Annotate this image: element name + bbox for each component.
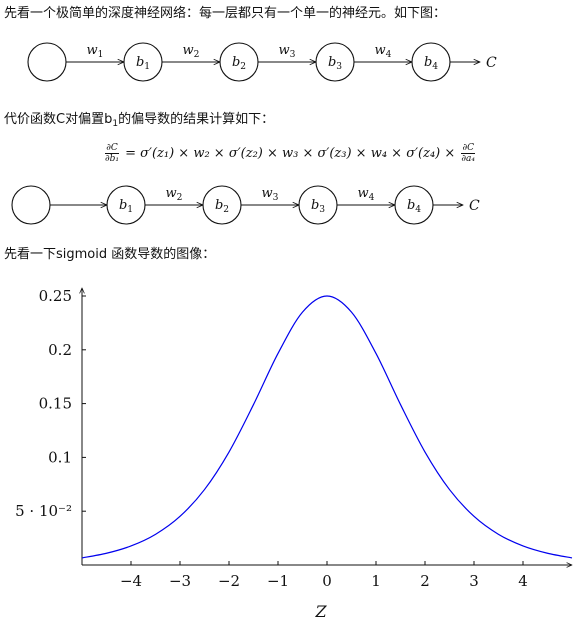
lhs-fraction: ∂C ∂b₁ [104,143,119,164]
network-diagram-1: b1 b2 b3 b4 w1 w2 w3 w4 C [27,42,497,82]
sigmoid-derivative-chart: −4 −3 −2 −1 0 1 2 3 4 5 · 10⁻² 0.1 0.15 0.2 0.25 Z [15,287,580,621]
x-tick-label: 3 [469,572,479,590]
x-tick-label: 0 [322,572,332,590]
x-tick-label: −3 [169,572,191,590]
weight-label-3: w3 [262,186,279,203]
rhs-fraction: ∂C ∂a₄ [461,143,476,164]
weight-label-2: w2 [166,186,183,203]
x-tick-label: −2 [218,572,240,590]
x-axis-label: Z [314,602,327,621]
bias-label-3: b3 [311,198,325,215]
y-tick-label: 0.25 [39,287,72,305]
weight-label-2: w2 [183,43,200,60]
input-neuron [27,42,67,82]
y-tick-label: 5 · 10⁻² [15,502,72,520]
bias-label-3: b3 [328,55,342,72]
weight-label-3: w3 [279,43,296,60]
input-neuron [11,185,51,225]
bias-label-2: b2 [232,55,246,72]
network-diagram-2: b1 b2 b3 b4 w2 w3 w4 C [11,185,480,225]
sigmoid-intro: 先看一下sigmoid 函数导数的图像： [4,247,216,262]
bias-label-2: b2 [215,198,229,215]
y-tick-label: 0.1 [48,448,72,466]
x-tick-label: 1 [371,572,381,590]
derivative-intro: 代价函数C对偏置b1的偏导数的结果计算如下： [4,112,275,129]
gradient-equation: ∂C ∂b₁ = σ′(z₁) × w₂ × σ′(z₂) × w₃ × σ′(z… [0,143,580,164]
x-tick-label: 2 [420,572,430,590]
cost-label: C [469,198,480,214]
bias-label-4: b4 [424,55,438,72]
y-tick-label: 0.2 [48,341,72,359]
weight-label-4: w4 [358,186,375,203]
bias-label-1: b1 [136,55,150,72]
equation-body: = σ′(z₁) × w₂ × σ′(z₂) × w₃ × σ′(z₃) × w… [125,146,456,161]
cost-label: C [486,55,497,71]
bias-label-4: b4 [407,198,421,215]
weight-label-4: w4 [375,43,392,60]
x-tick-label: −1 [267,572,289,590]
y-tick-label: 0.15 [39,395,72,413]
bias-label-1: b1 [119,198,133,215]
weight-label-1: w1 [87,43,104,60]
intro-paragraph: 先看一个极简单的深度神经网络：每一层都只有一个单一的神经元。如下图： [4,6,447,21]
x-tick-label: 4 [518,572,528,590]
sigmoid-derivative-curve [81,295,573,559]
x-tick-label: −4 [120,572,142,590]
